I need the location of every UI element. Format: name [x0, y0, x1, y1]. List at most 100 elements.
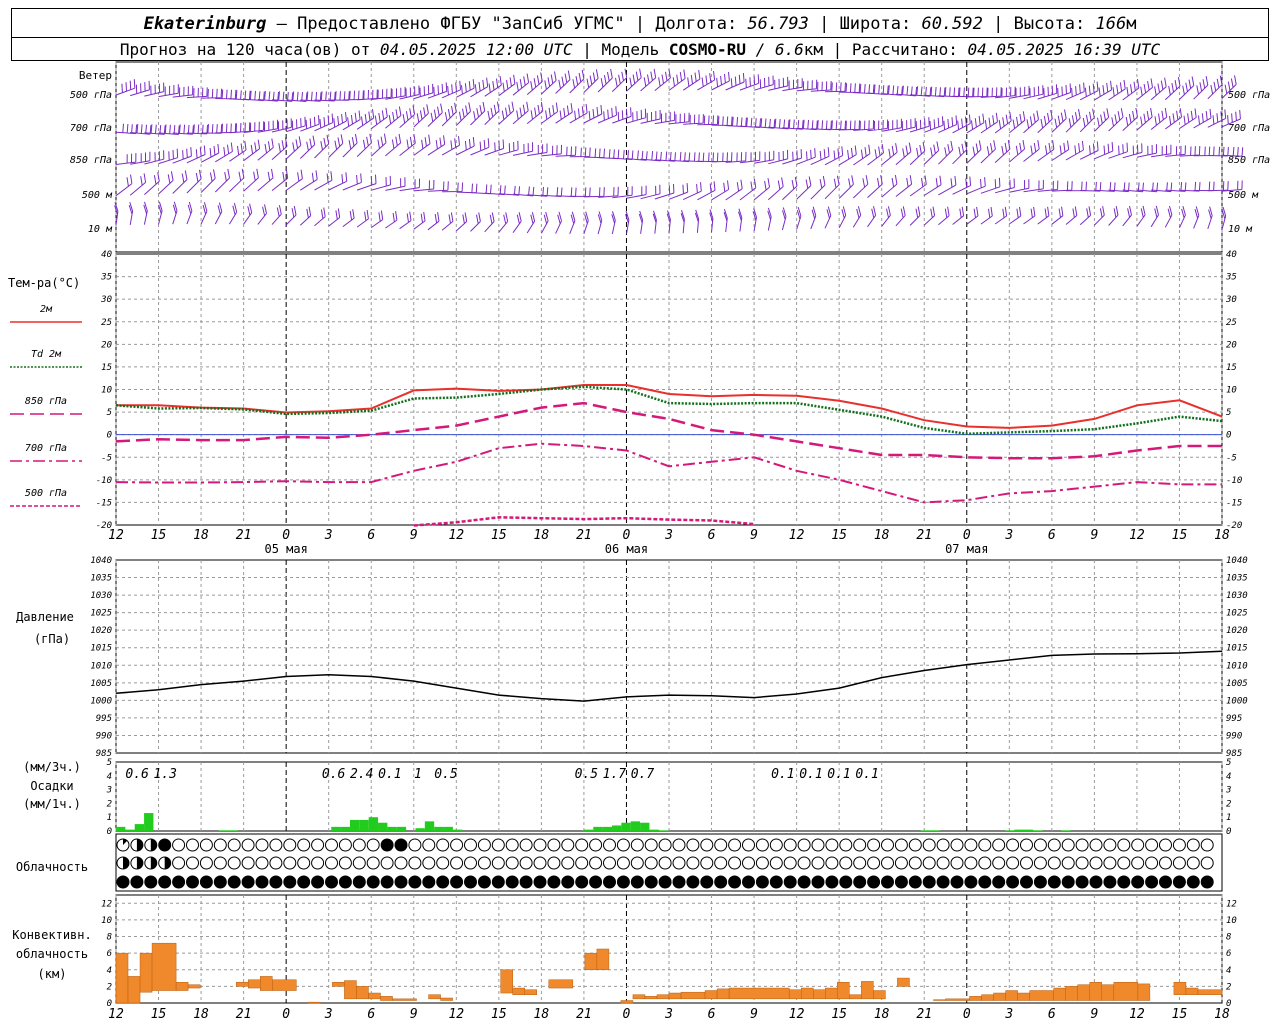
cloud-symbol: [505, 838, 519, 852]
cloud-symbol-circle: [1117, 838, 1131, 852]
cloud-symbol-circle: [366, 875, 380, 889]
cloud-symbol-circle: [116, 875, 130, 889]
wind-barb: [370, 107, 388, 130]
wind-barb: [342, 90, 364, 101]
wind-barb: [1207, 146, 1229, 157]
cloud-symbol-circle: [394, 838, 408, 852]
convective-bar: [1029, 990, 1054, 1001]
cloud-symbol: [714, 856, 728, 870]
cloud-symbol-circle: [227, 856, 241, 870]
cloud-symbol: [686, 856, 700, 870]
cloud-symbol-circle: [505, 856, 519, 870]
wind-barb: [1165, 145, 1186, 157]
wind-barb: [810, 120, 832, 131]
cloud-symbol: [616, 856, 630, 870]
wind-barb: [810, 175, 826, 200]
cloud-symbol: [1159, 856, 1172, 870]
convective-bar: [524, 989, 538, 995]
precipitation-3h-sums: 0.6 1.3 0.6 2.4 0.1 1 0.5 0.5 1.7 0.7 0.1 0.1 0.1 0.1: [125, 767, 878, 782]
cloud-symbol-circle: [700, 875, 714, 889]
cloud-symbol: [283, 856, 297, 870]
y-tick-label-left: 0: [107, 999, 112, 1009]
cloud-symbol: [950, 875, 964, 889]
temperature-series-line: [115, 385, 1223, 436]
y-tick-label-left: 1035: [90, 574, 112, 584]
wind-barb: [271, 205, 282, 225]
cloud-symbol: [1172, 856, 1186, 870]
temperature-legend-label: 500 гПа: [25, 488, 67, 499]
cloud-symbol-circle: [936, 875, 950, 889]
time-tick-label: 21: [236, 528, 252, 543]
resolution-unit: км: [803, 40, 824, 59]
cloud-symbol-circle: [853, 856, 867, 870]
cloud-symbol-circle: [853, 838, 867, 852]
cloud-symbol: [561, 875, 575, 889]
cloud-symbol-circle: [603, 838, 616, 852]
wind-barb: [1051, 206, 1064, 225]
precipitation-bars: [116, 813, 1071, 831]
cloud-symbol-circle: [505, 838, 519, 852]
wind-barb: [342, 133, 358, 158]
y-tick-label-right: 985: [1226, 749, 1242, 759]
wind-barb: [1165, 108, 1182, 130]
cloud-symbol: [1006, 875, 1020, 889]
cloud-symbol: [755, 838, 769, 852]
y-tick-label-right: 4: [1226, 966, 1231, 976]
cloud-symbol: [811, 875, 825, 889]
wind-barb: [1094, 182, 1116, 192]
cloud-symbol-circle: [533, 838, 547, 852]
wind-barb: [952, 114, 971, 134]
cloud-symbol: [158, 856, 172, 870]
cloud-symbol: [561, 856, 575, 870]
wind-barb: [895, 206, 906, 227]
cloud-symbol-circle: [1033, 838, 1047, 852]
wind-level-label: 700 гПа: [70, 123, 112, 134]
station-name: Ekaterinburg: [143, 14, 267, 34]
wind-barb: [881, 118, 902, 132]
cloud-symbol: [839, 875, 853, 889]
y-tick-label-right: 25: [1226, 318, 1237, 328]
cloud-symbol-circle: [644, 856, 658, 870]
wind-barb: [498, 140, 519, 156]
precipitation-bar: [359, 819, 369, 831]
cloud-symbol-circle: [477, 875, 491, 889]
temperature-series-line: [115, 442, 1222, 504]
cloud-symbol: [769, 875, 783, 889]
wind-barb: [455, 102, 471, 126]
wind-barb: [342, 110, 361, 131]
cloud-symbol: [936, 856, 950, 870]
wind-barb: [385, 133, 402, 157]
wind-barb: [1193, 206, 1200, 229]
precipitation-bar: [1033, 830, 1043, 831]
y-tick-label-left: 990: [96, 731, 112, 741]
cloudiness-symbols: [116, 838, 1214, 889]
wind-barb: [1108, 142, 1128, 159]
cloud-symbol: [477, 856, 491, 870]
cloud-symbol-circle: [186, 838, 199, 852]
cloud-symbol: [714, 838, 728, 852]
wind-barb: [342, 209, 355, 227]
precipitation-bar: [349, 819, 360, 831]
wind-barb: [782, 176, 798, 201]
convective-bar: [945, 998, 970, 1001]
cloud-symbol: [603, 875, 616, 889]
time-tick-label-bottom: 9: [750, 1007, 758, 1022]
wind-barb: [1221, 146, 1244, 157]
cloud-symbol-circle: [477, 838, 491, 852]
wind-barb: [697, 115, 719, 126]
time-tick-label: 3: [664, 528, 673, 543]
cloud-symbol: [283, 875, 297, 889]
precipitation-sum-label: 0.7: [631, 767, 655, 782]
cloud-symbol: [630, 875, 644, 889]
cloud-symbol: [964, 838, 978, 852]
cloud-symbol: [686, 875, 700, 889]
wind-barb: [541, 102, 559, 124]
wind-barb: [356, 174, 377, 191]
wind-barb: [895, 175, 913, 197]
wind-barb: [1094, 108, 1110, 132]
precipitation-bar: [602, 826, 612, 831]
cloud-symbol-circle: [922, 875, 936, 889]
cloud-symbol: [394, 856, 408, 870]
cloud-symbol: [1020, 838, 1033, 852]
